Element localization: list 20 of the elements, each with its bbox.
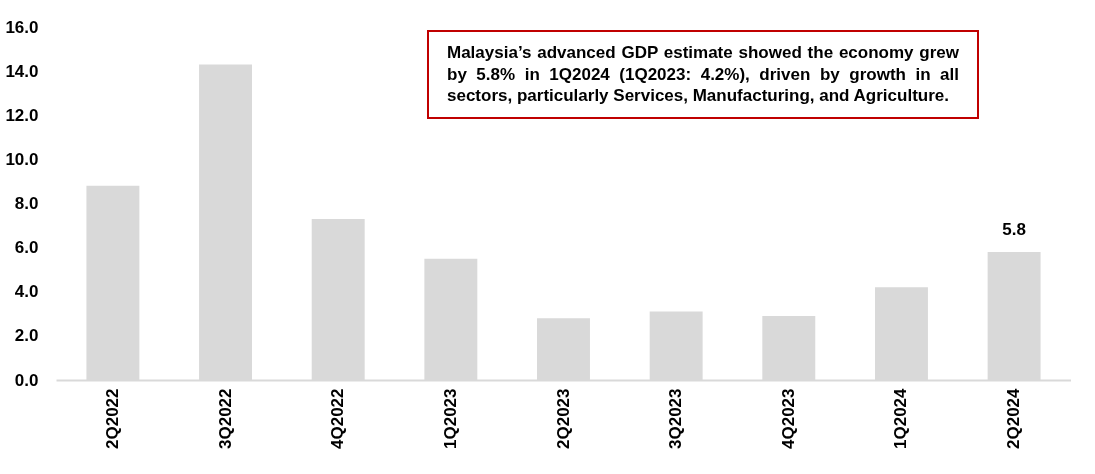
x-tick-label: 3Q2023 [666,388,686,449]
y-tick-label: 8.0 [14,194,39,213]
y-tick-label: 2.0 [14,326,39,346]
y-tick-label: 14.0 [5,61,39,81]
x-tick-label: 2Q2022 [102,388,122,449]
x-tick-label: 4Q2023 [778,388,798,449]
x-tick-label: 3Q2022 [215,388,235,449]
x-tick-label: 1Q2024 [891,387,911,449]
y-tick-label: 16.0 [5,17,39,37]
text-box: Malaysia’s advanced GDP estimate showed the economy grew by 5.8% in 1Q2024 (1Q2023: 4.2%), driven by growth in all sectors, particularly Services, Manufacturing, and Agriculture. [427,30,979,119]
x-tick-label: 1Q2023 [440,388,460,449]
y-tick-label: 10.0 [5,149,39,169]
y-tick-label: 6.0 [14,238,39,258]
x-tick-label: 2Q2024 [1004,387,1024,449]
y-tick-label: 12.0 [5,105,39,125]
x-tick-label: 2Q2023 [553,388,573,449]
x-tick-label: 4Q2022 [328,388,348,449]
data-label: 5.8 [1002,220,1026,240]
y-tick-label: 4.0 [14,282,39,302]
y-tick-label: 0.0 [14,370,39,390]
